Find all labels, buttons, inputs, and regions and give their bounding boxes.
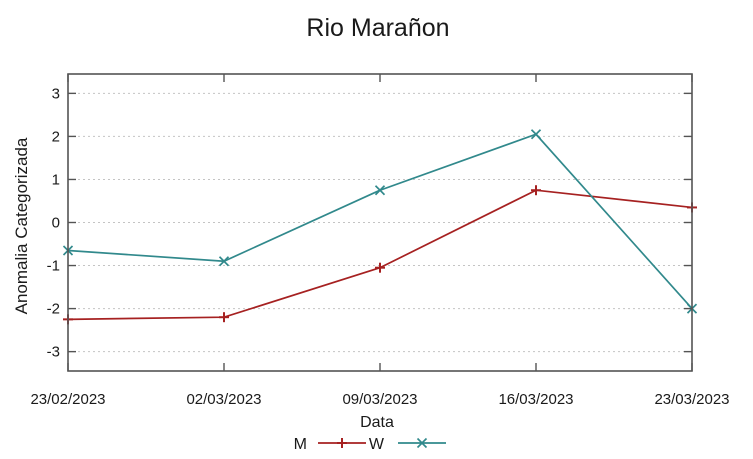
tick-label-layer: -3 -2 -1 0 1 2 3 23/02/2023 02/03/2023 09/03/2023… bbox=[30, 85, 729, 408]
grid-layer bbox=[68, 92, 692, 353]
legend-line-sample-m bbox=[318, 438, 366, 448]
cross-marker bbox=[218, 256, 230, 267]
y-axis-label: Anomalia Categorizada bbox=[12, 137, 31, 314]
x-tick-label: 02/03/2023 bbox=[186, 391, 261, 408]
plus-marker bbox=[219, 312, 229, 323]
plus-marker bbox=[375, 262, 385, 273]
x-axis-label: Data bbox=[360, 414, 394, 431]
series-line-w bbox=[67, 133, 693, 310]
y-tick-label: 1 bbox=[52, 171, 60, 188]
series-layer bbox=[62, 129, 698, 325]
legend-line-sample-w bbox=[398, 437, 446, 449]
y-tick-label: -2 bbox=[47, 301, 60, 318]
y-tick-label: 3 bbox=[52, 85, 60, 102]
plot-border bbox=[67, 73, 693, 372]
cross-marker bbox=[530, 129, 542, 140]
cross-marker bbox=[374, 185, 386, 196]
y-tick-label: 0 bbox=[52, 215, 60, 232]
y-tick-label: -3 bbox=[47, 344, 60, 361]
y-tick-label: 2 bbox=[52, 128, 60, 145]
series-line-m bbox=[67, 189, 693, 321]
cross-marker bbox=[416, 437, 428, 449]
plus-marker bbox=[531, 185, 541, 196]
x-tick-label: 09/03/2023 bbox=[342, 391, 417, 408]
legend-label-w: W bbox=[369, 436, 385, 453]
plus-marker bbox=[337, 438, 347, 448]
legend: M W bbox=[294, 436, 446, 453]
x-tick-label: 23/02/2023 bbox=[30, 391, 105, 408]
x-tick-label: 23/03/2023 bbox=[654, 391, 729, 408]
chart-title: Rio Marañon bbox=[306, 14, 449, 42]
x-tick-label: 16/03/2023 bbox=[498, 391, 573, 408]
y-tick-label: -1 bbox=[47, 258, 60, 275]
legend-label-m: M bbox=[294, 436, 307, 453]
